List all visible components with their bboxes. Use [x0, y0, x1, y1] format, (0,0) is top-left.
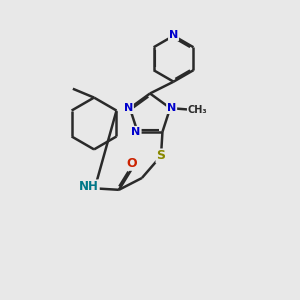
- Text: N: N: [131, 127, 141, 137]
- Text: N: N: [169, 30, 178, 40]
- Text: N: N: [167, 103, 176, 113]
- Text: O: O: [127, 157, 137, 170]
- Text: CH₃: CH₃: [188, 105, 207, 115]
- Text: S: S: [157, 149, 166, 163]
- Text: NH: NH: [79, 180, 99, 194]
- Text: N: N: [124, 103, 133, 113]
